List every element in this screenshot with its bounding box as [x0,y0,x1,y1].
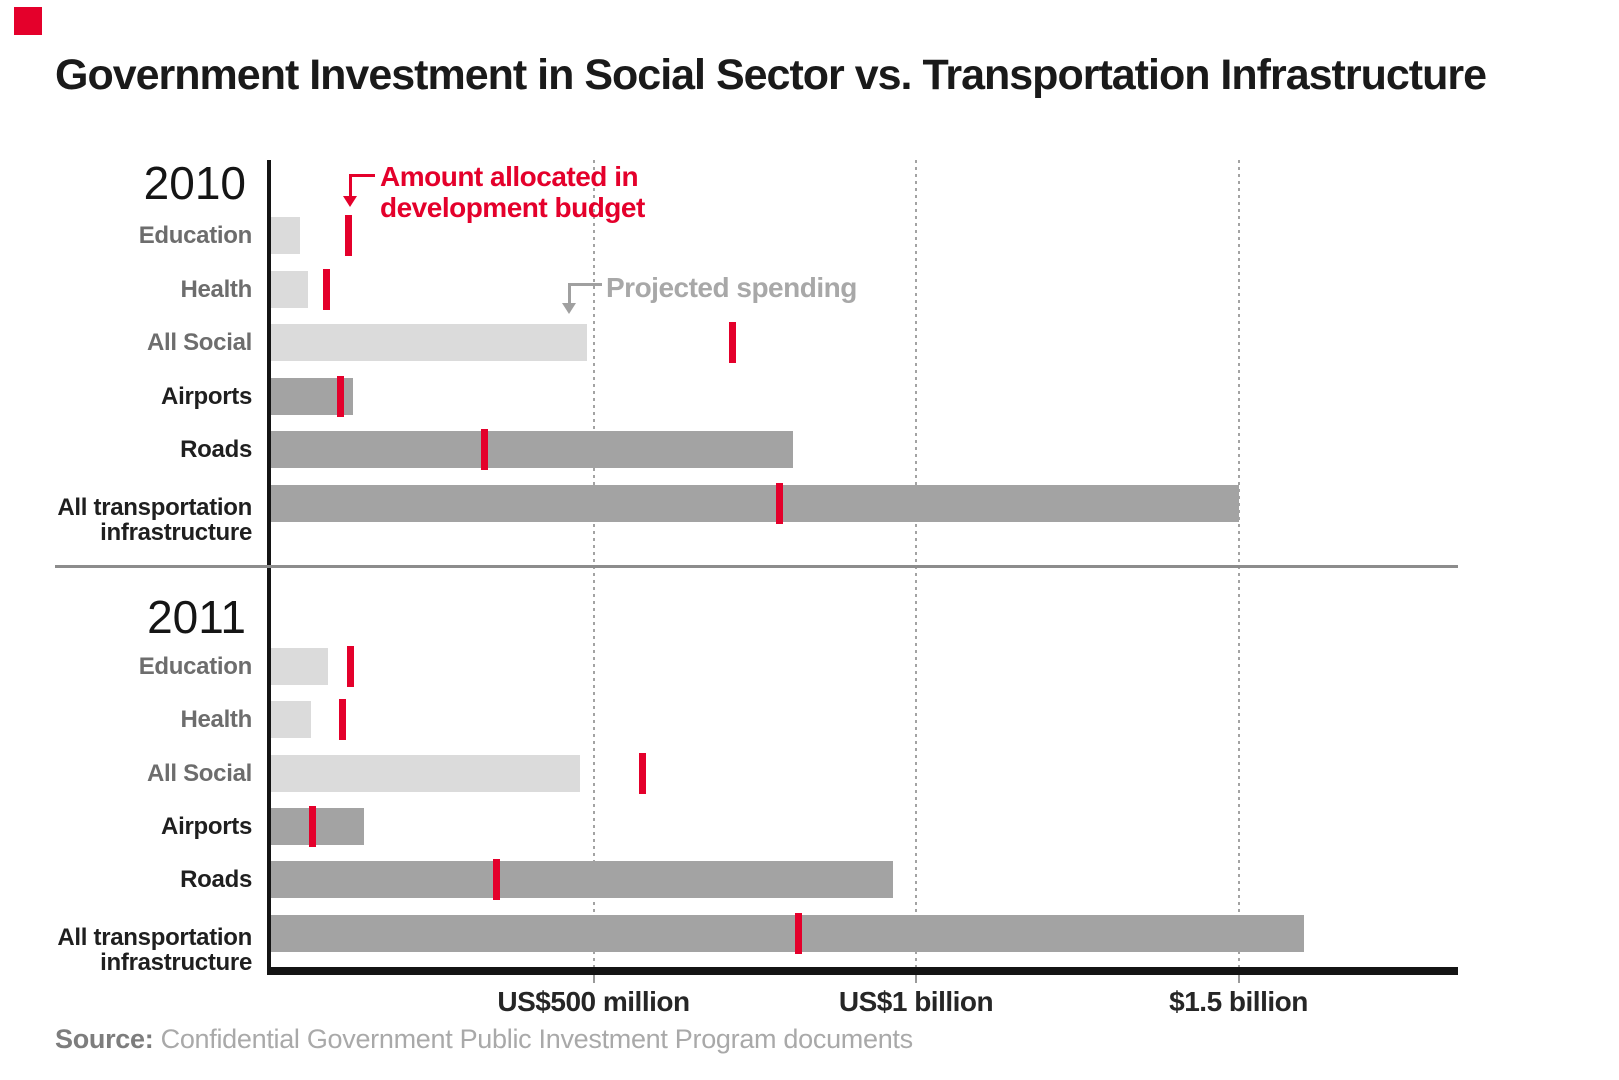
row-label: All Social [146,329,252,356]
projected-bar [271,914,1305,952]
x-axis-tick-label: US$1 billion [838,986,994,1017]
allocated-tick [344,215,352,256]
allocated-arrow-vertical [349,174,352,196]
projected-bar [271,807,364,845]
x-axis-tick-label: US$500 million [497,986,690,1017]
x-axis-tick-label: $1.5 billion [1169,986,1308,1017]
row-label: Airports [161,812,252,840]
allocated-legend-line1: Amount allocated in [380,161,639,192]
projected-arrow-horizontal [568,283,602,286]
row-label: Education [138,653,253,680]
year-label-2011: 2011 [147,591,246,643]
panel-divider-line [55,565,1458,568]
row-label: Education [138,222,253,249]
row-label: Health [180,706,252,734]
x-axis-line [267,967,1458,975]
gridline [915,160,917,967]
row-label: All transportation infrastructure [0,925,252,975]
allocated-tick [795,912,803,954]
chart-title: Government Investment in Social Sector v… [55,51,1487,99]
allocated-tick [339,699,347,741]
allocated-tick [493,859,501,901]
axis-subtick [592,975,595,983]
allocated-tick [729,322,737,363]
projected-legend-label: Projected spending [606,272,857,303]
row-label: Health [180,275,252,303]
allocated-tick [308,805,316,847]
projected-bar [271,754,580,792]
projected-bar [271,431,794,468]
projected-arrow-head-icon [562,303,576,314]
projected-bar [271,861,894,899]
gridline [592,160,595,967]
row-label: All transportation infrastructure [0,495,252,545]
allocated-legend-line2: development budget [380,192,645,223]
allocated-arrow-horizontal [349,174,375,177]
source-line: Source: Confidential Government Public I… [55,1024,913,1055]
row-label-line1: All transportation [57,923,252,951]
axis-subtick [915,975,917,983]
row-label: All Social [146,759,252,787]
brand-red-square [14,7,42,35]
projected-bar [271,701,311,739]
allocated-legend-label: Amount allocated in development budget [380,161,645,223]
row-label-line2: infrastructure [100,948,252,976]
projected-bar [271,648,329,685]
row-label-line2: infrastructure [100,518,252,546]
row-label: Airports [161,382,252,410]
projected-bar [271,217,301,254]
axis-subtick [1237,975,1240,983]
year-label-2010: 2010 [143,157,246,209]
allocated-tick [346,646,354,687]
source-text: Confidential Government Public Investmen… [153,1024,913,1054]
allocated-tick [639,752,647,794]
projected-bar [271,324,588,361]
allocated-tick [776,482,784,524]
allocated-arrow-head-icon [343,196,357,207]
allocated-tick [336,375,344,417]
row-label: Roads [180,866,252,894]
projected-arrow-vertical [568,283,571,304]
row-label-line1: All transportation [57,493,252,521]
gridline [1237,160,1240,967]
allocated-tick [480,429,488,470]
row-label: Roads [180,436,252,463]
projected-bar [271,484,1239,522]
source-label: Source: [55,1024,154,1054]
projected-bar [271,270,309,308]
allocated-tick [322,268,330,310]
